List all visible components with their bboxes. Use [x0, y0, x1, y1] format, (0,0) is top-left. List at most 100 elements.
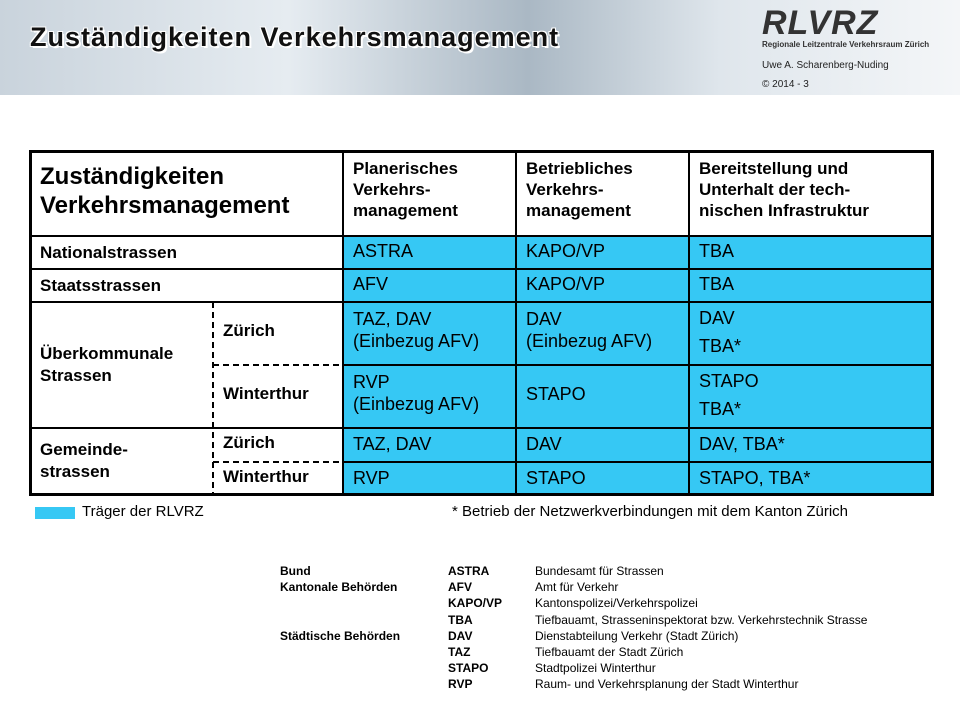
text-line: (Einbezug AFV) [526, 331, 653, 351]
text-line: STAPO [699, 371, 759, 391]
abbr: KAPO/VP [448, 596, 503, 611]
abbr-group: Städtische Behörden [280, 628, 401, 643]
text-line: STAPO, TBA* [699, 468, 811, 488]
data-cell: STAPO TBA* [689, 365, 932, 428]
text-line: strassen [40, 462, 110, 481]
sub-label: Winterthur [223, 384, 309, 403]
border-line [30, 268, 932, 270]
text-line: Nationalstrassen [40, 243, 177, 262]
abbr: RVP [448, 677, 473, 692]
row-label: Nationalstrassen [30, 236, 343, 269]
text-line: STAPO [526, 468, 586, 488]
text-line: (Einbezug AFV) [353, 331, 480, 351]
data-cell: ASTRA [343, 236, 516, 269]
text-line: Überkommunale [40, 344, 174, 363]
sub-label: Winterthur [223, 467, 309, 486]
data-cell: RVP (Einbezug AFV) [343, 365, 516, 428]
row-label: Überkommunale Strassen [30, 302, 213, 428]
text-line: nischen Infrastruktur [699, 201, 870, 220]
logo: RLVRZ [762, 4, 879, 42]
text-line: TAZ, DAV [353, 434, 432, 454]
row-label: Gemeinde-strassen [30, 428, 213, 494]
text-line: AFV [353, 274, 389, 294]
text-line: Verkehrsmanagement [40, 192, 290, 219]
border-line [30, 301, 932, 303]
text-line: management [353, 201, 458, 220]
text-line: TBA [699, 274, 735, 294]
corner-cell: Zuständigkeiten Verkehrsmanagement [30, 152, 343, 236]
abbr: AFV [448, 580, 472, 595]
row-label: Staatsstrassen [30, 269, 343, 302]
logo-subtitle: Regionale Leitzentrale Verkehrsraum Züri… [762, 40, 930, 49]
abbr-desc: Raum- und Verkehrsplanung der Stadt Wint… [535, 677, 799, 692]
border-line [343, 461, 932, 463]
sub-label: Zürich [223, 433, 275, 452]
border-line [343, 364, 932, 366]
abbr: TBA [448, 612, 473, 627]
text-line: management [526, 201, 631, 220]
dashed-line [213, 364, 343, 366]
header-band [0, 0, 960, 95]
text-line: RVP [353, 468, 390, 488]
text-line: KAPO/VP [526, 274, 606, 294]
text-line: Gemeinde- [40, 440, 128, 459]
text-line: STAPO [526, 384, 586, 404]
border-line [688, 150, 690, 496]
text-line: Unterhalt der tech- [699, 180, 851, 199]
abbr-desc: Tiefbauamt, Strasseninspektorat bzw. Ver… [535, 612, 868, 627]
abbr: ASTRA [448, 564, 490, 578]
abbr-desc: Bundesamt für Strassen [535, 564, 664, 578]
text-line: Verkehrs- [353, 180, 431, 199]
abbr-desc: Amt für Verkehr [535, 580, 619, 595]
border-line [342, 150, 344, 496]
footnote: * Betrieb der Netzwerkverbindungen mit d… [452, 503, 849, 520]
text-line: Planerisches [353, 159, 458, 178]
author: Uwe A. Scharenberg-Nuding [762, 60, 889, 71]
legend-label: Träger der RLVRZ [82, 503, 204, 520]
data-cell: KAPO/VP [516, 236, 689, 269]
text-line: TAZ, DAV [353, 309, 432, 329]
border-line [931, 150, 934, 496]
border-line [29, 150, 32, 496]
abbr-group: Kantonale Behörden [280, 580, 398, 595]
abbr-desc: Tiefbauamt der Stadt Zürich [535, 645, 684, 659]
text-line: TBA* [699, 399, 742, 419]
text-line: DAV [526, 434, 562, 454]
abbr: STAPO [448, 661, 489, 676]
abbr-group: Bund [280, 564, 311, 578]
text-line: Zuständigkeiten [40, 163, 225, 190]
abbr-desc: Kantonspolizei/Verkehrspolizei [535, 596, 698, 611]
data-cell: DAV, TBA* [689, 428, 932, 462]
text-line: Verkehrs- [526, 180, 604, 199]
data-cell: AFV [343, 269, 516, 302]
data-cell: TAZ, DAV [343, 428, 516, 462]
text-line: Bereitstellung und [699, 159, 849, 178]
dashed-line [212, 302, 214, 494]
data-cell: DAV [516, 428, 689, 462]
data-cell: STAPO, TBA* [689, 462, 932, 494]
border-line [30, 427, 932, 429]
text-line: Staatsstrassen [40, 276, 161, 295]
abbr-desc: Dienstabteilung Verkehr (Stadt Zürich) [535, 628, 739, 643]
border-line [30, 150, 934, 153]
legend-swatch [35, 507, 75, 519]
data-cell: STAPO [516, 462, 689, 494]
dashed-line [213, 461, 343, 463]
data-cell: RVP [343, 462, 516, 494]
data-cell: TBA [689, 236, 932, 269]
data-cell: STAPO [516, 365, 689, 428]
text-line: DAV [699, 308, 735, 328]
text-line: DAV, TBA* [699, 434, 785, 454]
abbr: TAZ [448, 645, 471, 659]
data-cell: KAPO/VP [516, 269, 689, 302]
data-cell: TAZ, DAV (Einbezug AFV) [343, 302, 516, 365]
abbr-desc: Stadtpolizei Winterthur [535, 661, 656, 676]
text-line: Betriebliches [526, 159, 633, 178]
sub-label: Zürich [223, 321, 275, 340]
column-header: Bereitstellung und Unterhalt der tech-nis… [689, 152, 932, 236]
text-line: TBA* [699, 336, 742, 356]
text-line: DAV [526, 309, 562, 329]
text-line: RVP [353, 372, 390, 392]
text-line: ASTRA [353, 241, 414, 261]
